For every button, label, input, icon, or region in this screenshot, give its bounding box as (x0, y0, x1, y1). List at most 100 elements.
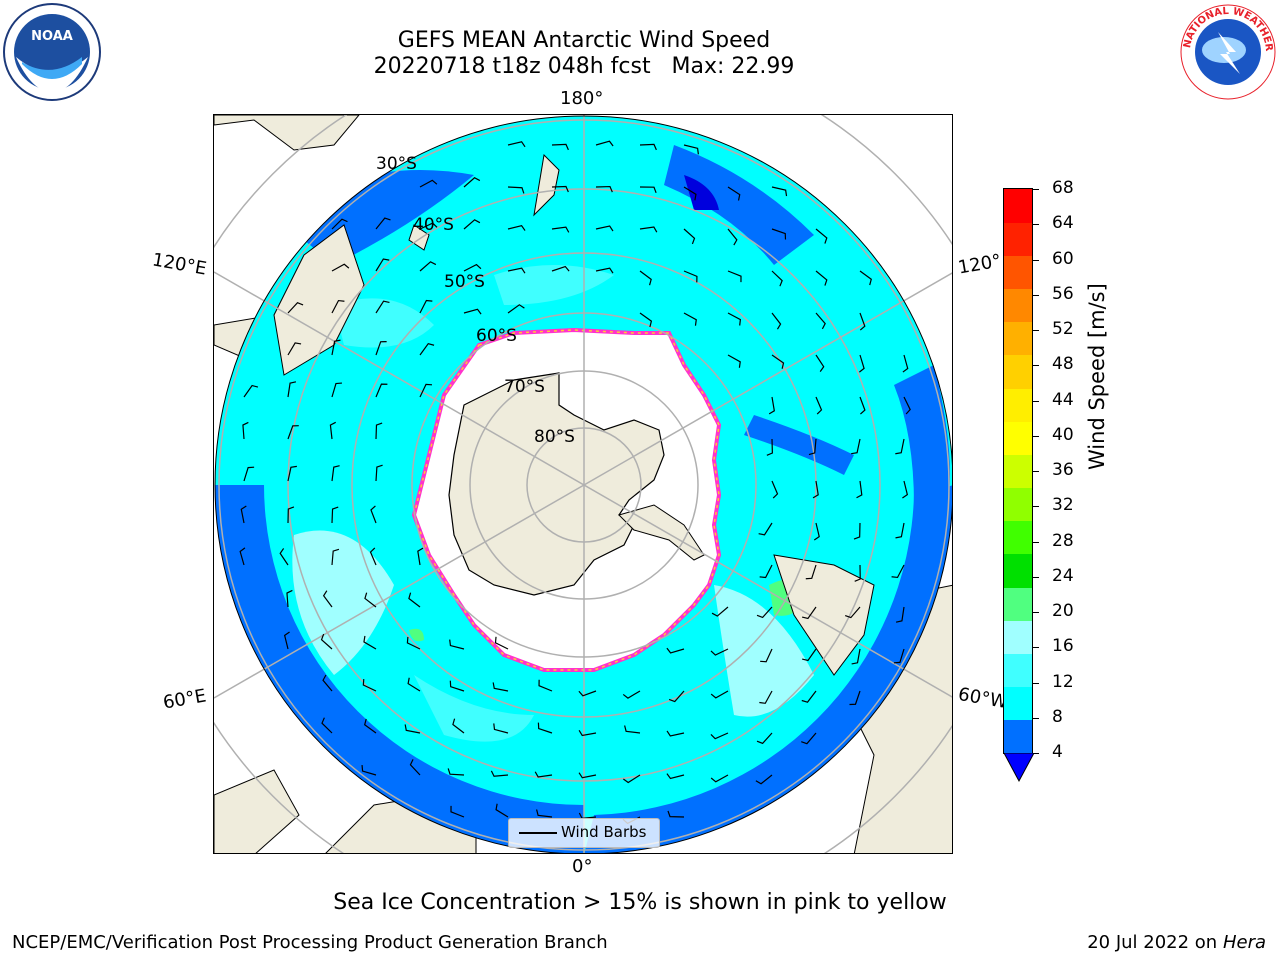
colorbar-tickmark (1033, 541, 1039, 543)
colorbar-tickmark (1033, 259, 1039, 261)
wind-barb (815, 312, 826, 330)
colorbar-tickmark (1033, 506, 1039, 508)
wind-barb (849, 690, 861, 706)
wind-barb (407, 677, 421, 692)
wind-barb (537, 722, 553, 734)
noaa-logo-text: NOAA (31, 29, 73, 44)
wind-barb (494, 636, 509, 650)
wind-barb (551, 226, 570, 233)
wind-barb (551, 265, 570, 272)
wind-barbs-legend: Wind Barbs (508, 818, 660, 848)
wind-barbs (239, 140, 911, 825)
wind-barb (768, 396, 775, 415)
wind-barb (902, 354, 909, 373)
wind-barb (639, 312, 653, 328)
wind-barb (683, 144, 699, 155)
wind-barb (283, 631, 290, 650)
wind-barb (639, 186, 657, 194)
wind-barb (812, 480, 819, 499)
wind-barb (375, 300, 390, 314)
wind-barb (578, 730, 597, 737)
wind-barb (507, 267, 526, 274)
wind-barb (534, 771, 553, 778)
footer-branch: NCEP/EMC/Verification Post Processing Pr… (12, 932, 608, 953)
colorbar-tickmark (1033, 717, 1039, 719)
wind-barb (507, 224, 526, 231)
colorbar-tick-label: 8 (1052, 706, 1063, 727)
footer-date: 20 Jul 2022 on Hera (1087, 932, 1266, 953)
colorbar-tick-label: 40 (1052, 424, 1074, 445)
wind-barb (404, 724, 421, 734)
wind-barb (759, 564, 773, 579)
wind-barb (331, 506, 339, 524)
colorbar-segment (1004, 587, 1032, 621)
wind-barb (538, 679, 553, 692)
polar-map: 30°S 40°S 50°S 60°S 70°S 80°S (214, 115, 952, 853)
colorbar-segment (1004, 222, 1032, 256)
colorbar-tick-label: 32 (1052, 495, 1074, 516)
lon-label-120w: 120° (956, 250, 1003, 279)
chart-title: GEFS MEAN Antarctic Wind Speed (397, 28, 771, 53)
wind-barb (668, 690, 685, 703)
wind-barb (895, 522, 905, 539)
wind-barb (853, 522, 861, 540)
wind-barb (805, 564, 817, 580)
wind-barb (450, 805, 465, 818)
wind-barb (759, 690, 773, 704)
wind-barb (240, 505, 247, 524)
wind-barb (801, 690, 817, 703)
lon-label-60w: 60°W (956, 683, 1010, 714)
wind-barb (844, 606, 861, 619)
colorbar-tick-label: 56 (1052, 283, 1074, 304)
colorbar-tickmark (1033, 753, 1039, 754)
wind-barb (287, 381, 297, 398)
sea-ice-caption: Sea Ice Concentration > 15% is shown in … (333, 890, 947, 915)
wind-barb (683, 312, 697, 326)
wind-barb (321, 717, 333, 734)
wind-barb (551, 143, 569, 151)
colorbar-segment (1004, 421, 1032, 455)
colorbar-tick-label: 44 (1052, 389, 1074, 410)
wind-barb (639, 226, 658, 233)
wind-barb (239, 547, 246, 566)
wind-barb (771, 354, 785, 369)
wind-barb (507, 186, 525, 194)
wind-barb (578, 772, 597, 779)
wind-barb (363, 718, 377, 734)
lat-label-30s: 30°S (376, 154, 417, 174)
wind-barb (801, 606, 817, 620)
colorbar-tick-label: 16 (1052, 636, 1074, 657)
wind-barb (808, 438, 817, 456)
colorbar-tickmark (1033, 189, 1039, 190)
wind-barb (331, 465, 340, 482)
colorbar-tickmark (1033, 400, 1039, 402)
wind-barb (891, 564, 905, 579)
wind-barb (419, 383, 433, 398)
wind-barb (362, 678, 377, 692)
wind-barb (710, 774, 729, 783)
lon-label-60e: 60°E (161, 685, 208, 714)
wind-barb (242, 421, 249, 440)
colorbar-tick-label: 60 (1052, 248, 1074, 269)
wind-barb (408, 592, 421, 608)
wind-barb (243, 466, 255, 482)
wind-barb (331, 339, 341, 356)
lat-label-50s: 50°S (444, 272, 485, 292)
wind-barb (902, 480, 909, 499)
wind-barb (727, 186, 741, 201)
lat-label-70s: 70°S (504, 377, 545, 397)
colorbar-segment (1004, 553, 1032, 588)
lat-label-60s: 60°S (476, 326, 517, 346)
wind-barb (771, 270, 783, 287)
wind-barb (802, 648, 817, 662)
nws-logo: NATIONAL WEATHER SERVICE (1178, 2, 1276, 100)
wind-barb (452, 718, 465, 734)
colorbar-tick-label: 36 (1052, 460, 1074, 480)
colorbar-under-arrow (1003, 753, 1035, 783)
wind-barb (801, 732, 817, 745)
footer-date-text: 20 Jul 2022 on (1087, 932, 1223, 953)
wind-barb (727, 270, 742, 283)
colorbar-segment (1004, 719, 1032, 754)
wind-barb (854, 564, 861, 582)
wind-barb (419, 179, 438, 188)
